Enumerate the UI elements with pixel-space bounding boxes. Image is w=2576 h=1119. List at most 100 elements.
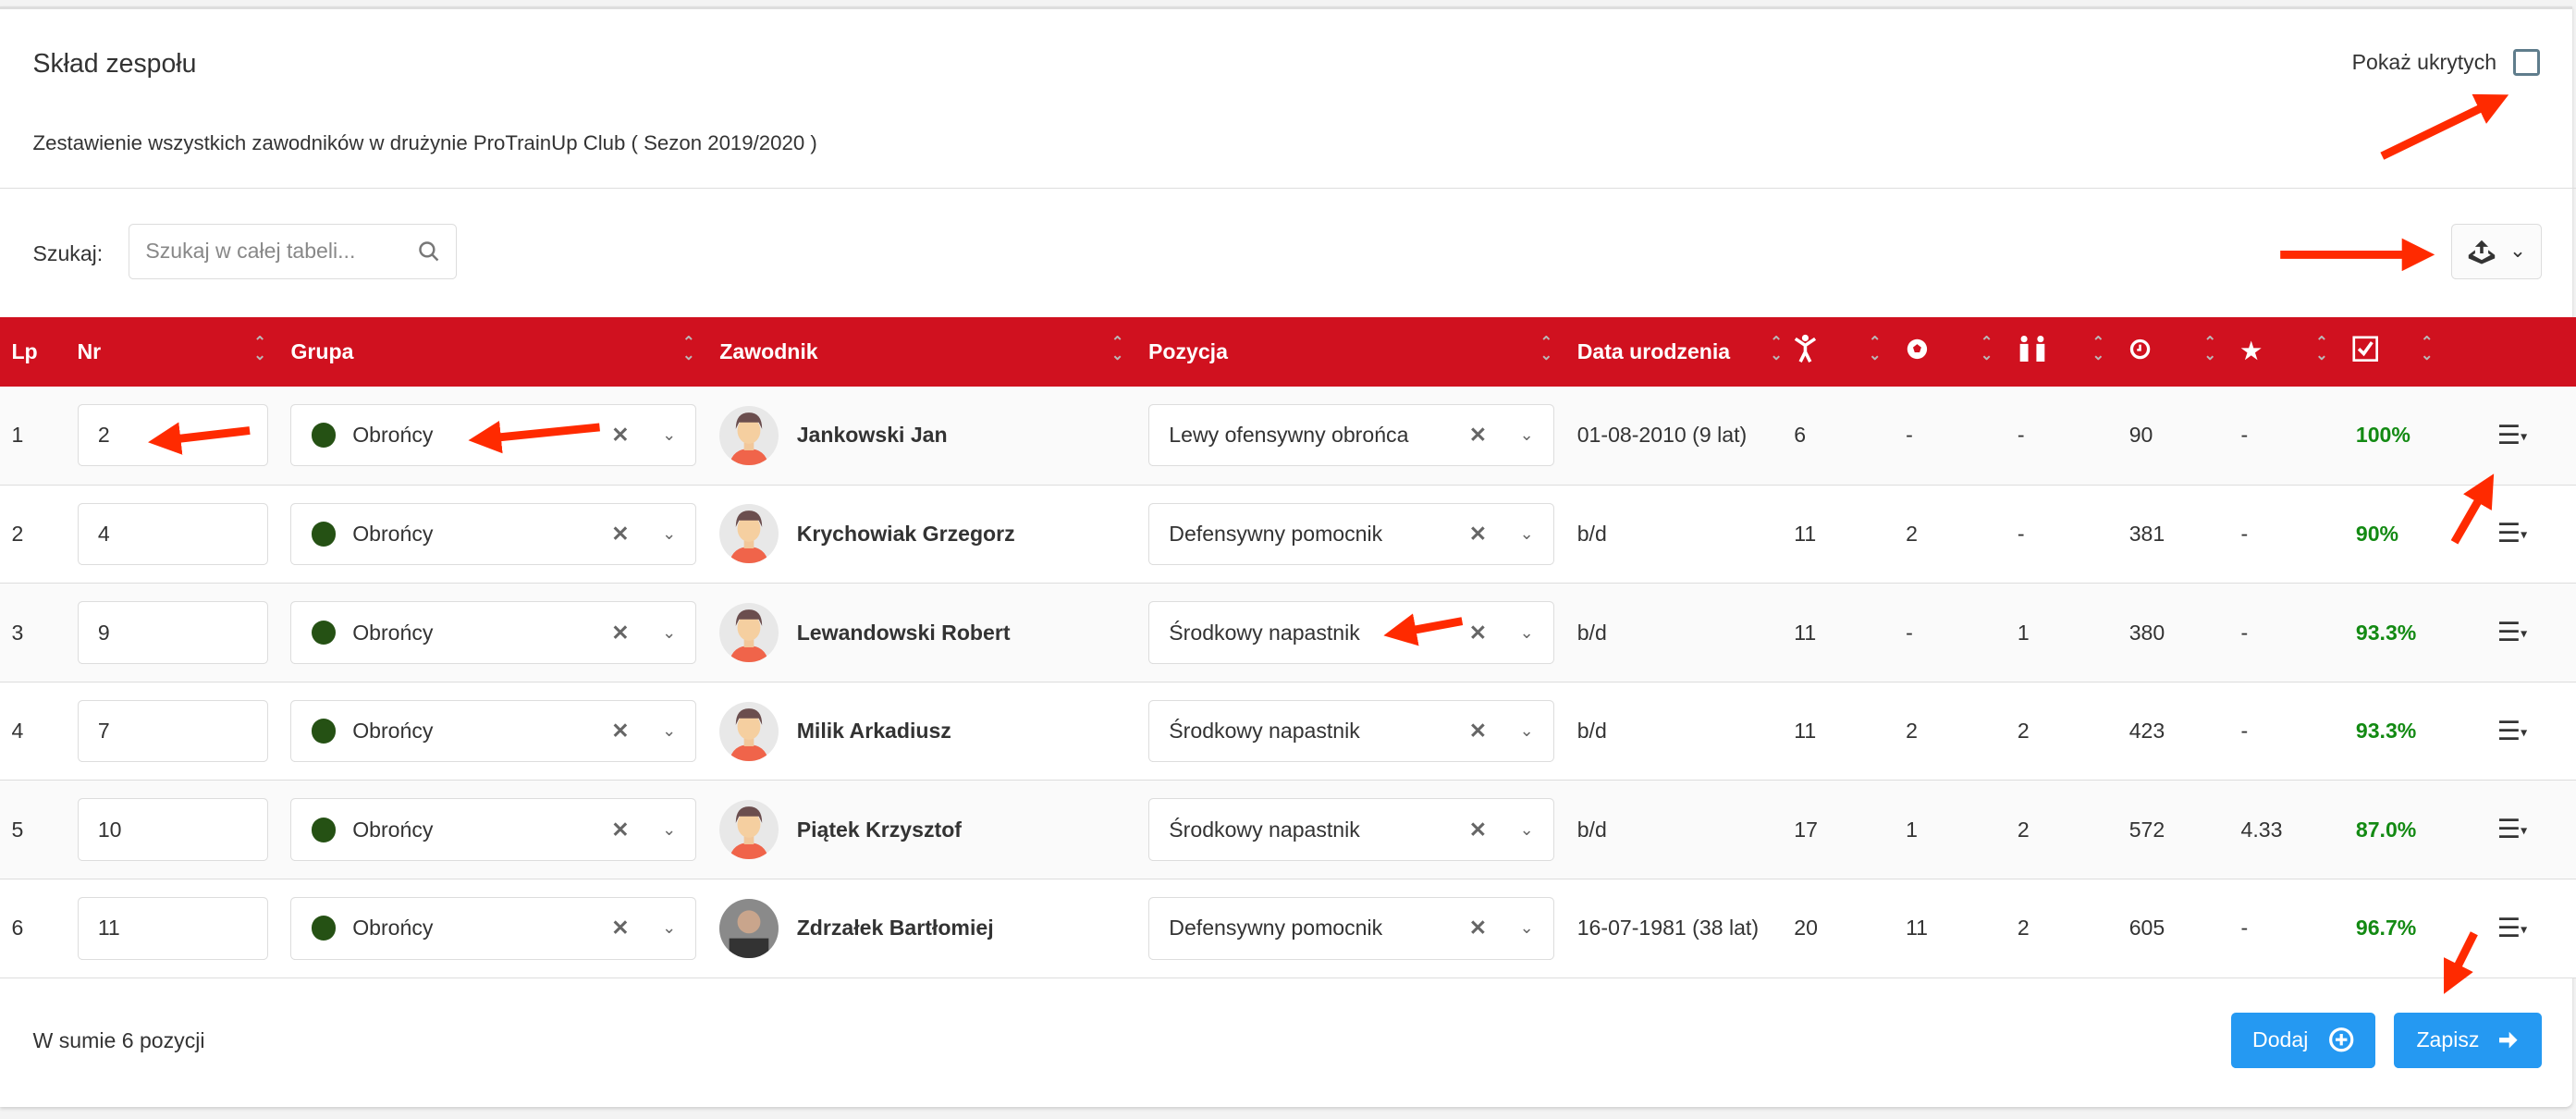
attendance-value: 90%: [2355, 521, 2399, 546]
column-nr[interactable]: Nr ⌃ ⌄: [77, 335, 266, 364]
shirt-number-input[interactable]: 11: [77, 897, 268, 960]
player-name: Krychowiak Grzegorz: [796, 521, 1015, 546]
clear-icon[interactable]: ✕: [611, 916, 630, 941]
player-link[interactable]: Jankowski Jan: [719, 405, 1125, 465]
column-appearances[interactable]: ⌃ ⌄: [1783, 317, 1895, 387]
player-name: Lewandowski Robert: [796, 620, 1011, 645]
chevron-down-icon[interactable]: ⌄: [662, 721, 677, 741]
shirt-number-input[interactable]: 2: [77, 403, 268, 467]
group-select[interactable]: Obrońcy ✕ ⌄: [290, 502, 697, 566]
column-pozycja[interactable]: Pozycja ⌃ ⌄: [1147, 335, 1553, 364]
attendance-value: 93.3%: [2355, 719, 2417, 744]
appearances-value: 11: [1794, 719, 1817, 744]
chevron-down-icon[interactable]: ⌄: [1519, 721, 1534, 741]
column-rating[interactable]: ★ ⌃ ⌄: [2229, 317, 2341, 387]
chevron-down-icon[interactable]: ⌄: [1519, 622, 1534, 642]
row-menu-icon[interactable]: ☰▾: [2496, 815, 2528, 845]
shirt-number-input[interactable]: 7: [77, 699, 268, 763]
position-select[interactable]: Defensywny pomocnik ✕ ⌄: [1147, 502, 1554, 566]
shirt-number-input[interactable]: 4: [77, 502, 268, 566]
sort-icon: ⌃ ⌄: [1980, 335, 1993, 364]
column-grupa[interactable]: Grupa ⌃ ⌄: [290, 335, 695, 364]
appearances-value: 17: [1794, 817, 1818, 842]
appearances-person-icon: [1795, 335, 1817, 363]
minutes-value: 605: [2128, 916, 2165, 941]
export-tray-icon: [2468, 240, 2496, 264]
shirt-number-input[interactable]: 10: [77, 798, 268, 861]
clear-icon[interactable]: ✕: [611, 719, 630, 744]
sort-icon: ⌃ ⌄: [682, 335, 695, 364]
row-menu-icon[interactable]: ☰▾: [2496, 618, 2528, 648]
column-data-urodzenia[interactable]: Data urodzenia ⌃ ⌄: [1576, 335, 1783, 364]
minutes-value: 381: [2128, 521, 2165, 546]
export-button[interactable]: ⌄: [2450, 223, 2542, 280]
chevron-down-icon[interactable]: ⌄: [662, 622, 677, 642]
player-link[interactable]: Piątek Krzysztof: [719, 800, 1125, 860]
total-count: W sumie 6 pozycji: [32, 1028, 205, 1053]
sort-icon: ⌃ ⌄: [2315, 335, 2328, 364]
chevron-down-icon[interactable]: ⌄: [662, 523, 677, 543]
group-select[interactable]: Obrońcy ✕ ⌄: [290, 798, 697, 861]
position-select[interactable]: Lewy ofensywny obrońca ✕ ⌄: [1147, 403, 1554, 467]
chevron-down-icon[interactable]: ⌄: [1519, 523, 1534, 543]
save-button[interactable]: Zapisz: [2393, 1012, 2542, 1068]
player-name: Zdrzałek Bartłomiej: [796, 916, 994, 941]
clear-icon[interactable]: ✕: [611, 817, 630, 842]
row-menu-icon[interactable]: ☰▾: [2496, 420, 2528, 450]
sort-icon: ⌃ ⌄: [1869, 335, 1882, 364]
table-row: 5 10 Obrońcy ✕ ⌄ Piątek Krzysztof Środkowy…: [0, 780, 2576, 879]
row-menu-icon[interactable]: ☰▾: [2496, 716, 2528, 746]
row-menu-icon[interactable]: ☰▾: [2496, 519, 2528, 549]
player-link[interactable]: Krychowiak Grzegorz: [719, 504, 1125, 564]
position-select[interactable]: Środkowy napastnik ✕ ⌄: [1147, 699, 1554, 763]
shirt-number-input[interactable]: 9: [77, 601, 268, 664]
goals-value: -: [1906, 620, 1913, 645]
position-select[interactable]: Środkowy napastnik ✕ ⌄: [1147, 601, 1554, 664]
rating-value: -: [2240, 719, 2249, 744]
player-link[interactable]: Milik Arkadiusz: [719, 701, 1125, 761]
position-select[interactable]: Środkowy napastnik ✕ ⌄: [1147, 798, 1554, 861]
row-menu-icon[interactable]: ☰▾: [2496, 913, 2528, 943]
sort-icon: ⌃ ⌄: [2091, 335, 2105, 364]
clear-icon[interactable]: ✕: [1468, 719, 1488, 744]
clear-icon[interactable]: ✕: [1468, 521, 1488, 546]
chevron-down-icon[interactable]: ⌄: [662, 819, 677, 839]
clear-icon[interactable]: ✕: [611, 423, 630, 448]
minutes-value: 572: [2128, 817, 2165, 842]
goals-value: 2: [1906, 521, 1918, 546]
add-button[interactable]: Dodaj: [2230, 1012, 2376, 1068]
clear-icon[interactable]: ✕: [1468, 817, 1488, 842]
birth-date: b/d: [1576, 521, 1607, 546]
clear-icon[interactable]: ✕: [611, 521, 630, 546]
chevron-down-icon[interactable]: ⌄: [662, 425, 677, 445]
table-header: Lp Nr ⌃ ⌄ Grupa ⌃ ⌄ Zawodnik ⌃ ⌄ Pozycja ⌃ ⌄ Dat…: [0, 316, 2576, 387]
group-select[interactable]: Obrońcy ✕ ⌄: [290, 699, 697, 763]
search-input[interactable]: Szukaj w całej tabeli...: [128, 223, 457, 280]
clear-icon[interactable]: ✕: [1468, 916, 1488, 941]
chevron-down-icon[interactable]: ⌄: [662, 918, 677, 938]
clear-icon[interactable]: ✕: [1468, 620, 1488, 645]
column-minutes[interactable]: ⌃ ⌄: [2117, 317, 2229, 387]
column-substitutions[interactable]: ⌃ ⌄: [2006, 317, 2117, 387]
chevron-down-icon[interactable]: ⌄: [1519, 819, 1534, 839]
group-select[interactable]: Obrońcy ✕ ⌄: [290, 601, 697, 664]
column-attendance[interactable]: ⌃ ⌄: [2341, 317, 2453, 387]
search-placeholder: Szukaj w całej tabeli...: [145, 239, 356, 264]
player-link[interactable]: Lewandowski Robert: [719, 603, 1125, 662]
chevron-down-icon[interactable]: ⌄: [1519, 425, 1534, 445]
clear-icon[interactable]: ✕: [611, 620, 630, 645]
show-hidden-checkbox[interactable]: [2512, 48, 2540, 76]
column-goals[interactable]: ⌃ ⌄: [1895, 317, 2006, 387]
table-row: 6 11 Obrońcy ✕ ⌄ Zdrzałek Bartłomiej Defen…: [0, 879, 2576, 978]
minutes-value: 380: [2128, 620, 2165, 645]
position-select[interactable]: Defensywny pomocnik ✕ ⌄: [1147, 897, 1554, 960]
clear-icon[interactable]: ✕: [1468, 423, 1488, 448]
chevron-down-icon[interactable]: ⌄: [1519, 918, 1534, 938]
substitutions-value: 2: [2017, 817, 2030, 842]
group-select[interactable]: Obrońcy ✕ ⌄: [290, 897, 697, 960]
column-zawodnik[interactable]: Zawodnik ⌃ ⌄: [719, 335, 1124, 364]
player-link[interactable]: Zdrzałek Bartłomiej: [719, 898, 1125, 958]
goals-value: 11: [1906, 916, 1929, 941]
group-select[interactable]: Obrońcy ✕ ⌄: [290, 403, 697, 467]
show-hidden-toggle[interactable]: Pokaż ukrytych: [2352, 48, 2540, 76]
